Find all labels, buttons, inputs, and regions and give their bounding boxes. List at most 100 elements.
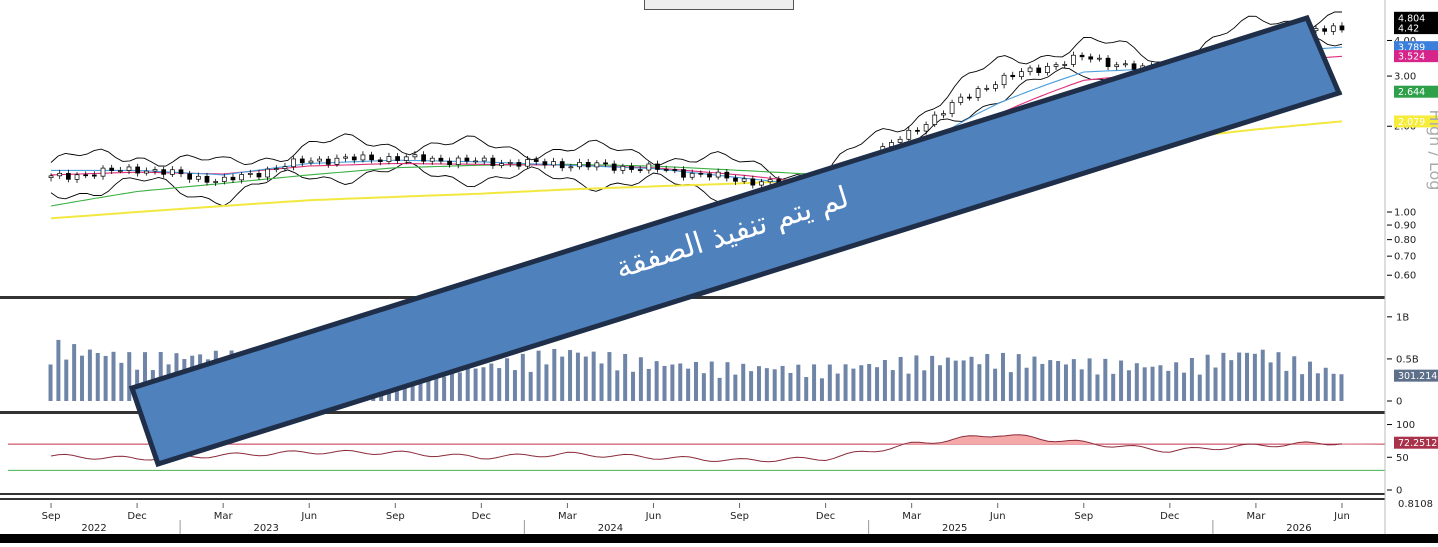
volume-value-tag-bg: [1394, 369, 1438, 382]
candle-body: [741, 178, 747, 182]
candle-body: [1045, 66, 1050, 73]
volume-bar: [1056, 360, 1061, 401]
candle-body: [369, 154, 374, 161]
top-scroll-handle[interactable]: [644, 0, 794, 10]
panel-divider: [0, 498, 1385, 500]
candle-body: [455, 157, 461, 165]
volume-bar: [961, 360, 966, 401]
volume-bar: [442, 376, 447, 401]
x-year-label: 2026: [1286, 523, 1311, 534]
volume-bar: [1276, 352, 1281, 401]
volume-bar: [1126, 370, 1131, 401]
volume-bar: [1292, 356, 1297, 401]
volume-bar: [568, 350, 573, 401]
volume-bar: [1221, 352, 1226, 401]
candle-body: [490, 157, 496, 166]
rsi-value-tag: 72.2512: [1398, 438, 1437, 449]
price-tick-label: 1.00: [1394, 208, 1416, 219]
x-month-label: Dec: [1160, 511, 1179, 522]
x-month-label: Sep: [1074, 511, 1093, 522]
candle-body: [152, 169, 158, 172]
candle-body: [993, 84, 998, 89]
price-tick-label: 0.60: [1394, 271, 1416, 282]
candle-body: [620, 165, 626, 171]
candle-body: [603, 162, 608, 165]
candle-body: [403, 156, 409, 161]
x-month-label: Mar: [902, 511, 922, 522]
candle-body: [1027, 67, 1033, 73]
candle-body: [646, 163, 652, 171]
volume-bar: [827, 364, 832, 401]
rsi-tick-label: 100: [1396, 420, 1415, 431]
volume-bar: [638, 357, 643, 401]
volume-bar: [95, 353, 100, 401]
bottom-bar: [0, 534, 1438, 543]
volume-bar: [457, 372, 462, 401]
price-tag-bg: [1394, 85, 1438, 98]
candle-body: [109, 167, 115, 171]
volume-bar: [882, 360, 887, 401]
candle-body: [1339, 25, 1345, 31]
candle-body: [577, 162, 582, 168]
candle-body: [282, 166, 288, 169]
volume-bar: [449, 364, 454, 401]
candle-body: [1105, 57, 1111, 67]
volume-bar: [1000, 352, 1005, 401]
candle-body: [958, 96, 964, 103]
candle-body: [100, 167, 106, 177]
candle-body: [542, 161, 548, 166]
volume-bar: [1174, 362, 1179, 401]
volume-bar: [80, 355, 85, 401]
volume-bar: [1213, 367, 1218, 401]
volume-bar: [812, 364, 817, 401]
volume-tick-label: 0.5B: [1396, 354, 1419, 365]
candle-body: [507, 162, 513, 164]
price-tag: 2.644: [1398, 87, 1425, 98]
price-tag: 3.524: [1398, 52, 1425, 63]
volume-bar: [1315, 373, 1320, 401]
volume-bar: [851, 368, 856, 401]
candle-body: [1010, 74, 1016, 78]
volume-bar: [623, 354, 628, 401]
volume-bar: [1307, 361, 1312, 401]
volume-bar: [1166, 370, 1171, 401]
rsi-value-tag-bg: [1394, 436, 1438, 449]
x-month-label: Mar: [1246, 511, 1266, 522]
candle-body: [1322, 28, 1327, 32]
volume-bar: [1182, 372, 1187, 401]
candle-body: [1062, 64, 1068, 66]
volume-bar: [552, 349, 557, 401]
candle-body: [559, 161, 565, 169]
candle-body: [1123, 63, 1128, 66]
volume-bar: [733, 374, 738, 401]
volume-bar: [945, 357, 950, 401]
candle-body: [1071, 54, 1076, 65]
candle-body: [1019, 71, 1024, 78]
x-year-label: 2025: [942, 523, 967, 534]
candle-body: [1001, 74, 1007, 86]
candle-body: [516, 162, 522, 167]
price-tag: 4.42: [1398, 24, 1419, 35]
price-tag: 3.789: [1398, 43, 1425, 54]
x-month-label: Sep: [42, 511, 61, 522]
volume-bar: [977, 364, 982, 401]
candle-body: [689, 172, 695, 178]
volume-bar: [505, 358, 510, 401]
candle-body: [273, 168, 279, 170]
candle-body: [1330, 25, 1336, 32]
candle-body: [1036, 67, 1042, 73]
price-tick-label: 3.00: [1394, 72, 1416, 83]
candle-body: [299, 158, 305, 164]
volume-bar: [993, 368, 998, 401]
volume-bar: [1150, 366, 1155, 401]
candle-body: [568, 166, 574, 169]
candle-body: [317, 158, 322, 162]
volume-bar: [741, 363, 746, 401]
x-month-label: Jun: [1333, 511, 1350, 522]
volume-bar: [985, 353, 990, 401]
candle-body: [897, 138, 903, 143]
volume-bar: [1237, 352, 1242, 401]
candle-body: [611, 163, 617, 171]
